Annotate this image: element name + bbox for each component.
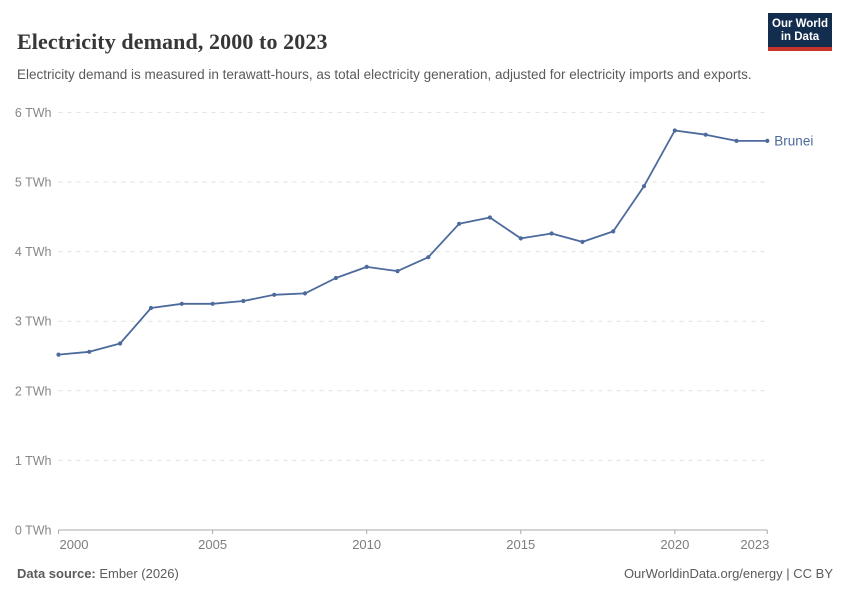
data-point[interactable] [765,138,770,143]
page-title: Electricity demand, 2000 to 2023 [17,28,328,54]
y-axis-tick-label: 6 TWh [15,106,52,120]
data-point[interactable] [118,341,123,346]
data-point[interactable] [395,269,400,274]
owid-logo-line2: in Data [780,31,820,43]
x-axis-tick-label: 2020 [660,537,689,552]
data-point[interactable] [457,221,462,226]
x-axis-tick-label: 2010 [352,537,381,552]
data-point[interactable] [179,301,184,306]
chart-footer: Data source: Ember (2026) OurWorldinData… [17,566,833,581]
y-axis-tick-label: 1 TWh [15,454,52,468]
data-point[interactable] [302,291,308,296]
data-point[interactable] [426,255,431,260]
x-axis-tick-label: 2015 [506,537,535,552]
series-end-label[interactable]: Brunei [774,133,813,148]
data-source-label: Data source: [17,566,96,581]
y-axis-tick-label: 5 TWh [15,176,52,190]
license-link[interactable]: OurWorldinData.org/energy | CC BY [623,566,833,581]
y-axis-tick-label: 4 TWh [15,245,52,259]
series-line-brunei[interactable] [57,129,769,356]
data-point[interactable] [87,349,92,354]
y-axis-tick-label: 0 TWh [15,524,52,538]
data-point[interactable] [148,305,154,311]
data-point[interactable] [56,352,61,357]
data-point[interactable] [333,275,338,281]
x-axis-tick-label: 2005 [198,537,227,552]
x-axis-tick-label: 2000 [60,537,89,552]
page-subtitle: Electricity demand is measured in terawa… [17,66,752,82]
data-point[interactable] [703,132,708,137]
data-point[interactable] [734,138,739,143]
line-chart-canvas[interactable]: 0 TWh 1 TWh 2 TWh 3 TWh 4 TWh 5 TWh 6 TWh 2000 2… [0,0,850,560]
owid-logo-line1: Our World [772,18,829,30]
data-point[interactable] [549,231,554,236]
data-point[interactable] [241,298,246,304]
data-point[interactable] [518,236,523,241]
data-point[interactable] [487,215,492,220]
data-point[interactable] [641,184,647,189]
data-point[interactable] [611,229,616,234]
data-source-value: Ember (2026) [95,566,179,581]
data-point[interactable] [672,128,677,133]
x-axis-tick-label: 2023 [740,537,769,552]
data-point[interactable] [210,301,215,306]
data-point[interactable] [580,239,585,244]
owid-logo[interactable]: Our World in Data [768,13,832,51]
y-axis-tick-label: 2 TWh [15,384,52,398]
data-point[interactable] [364,264,369,269]
y-axis-tick-label: 3 TWh [15,315,52,329]
data-point[interactable] [272,292,277,297]
data-source-note: Data source: Ember (2026) [17,566,179,581]
